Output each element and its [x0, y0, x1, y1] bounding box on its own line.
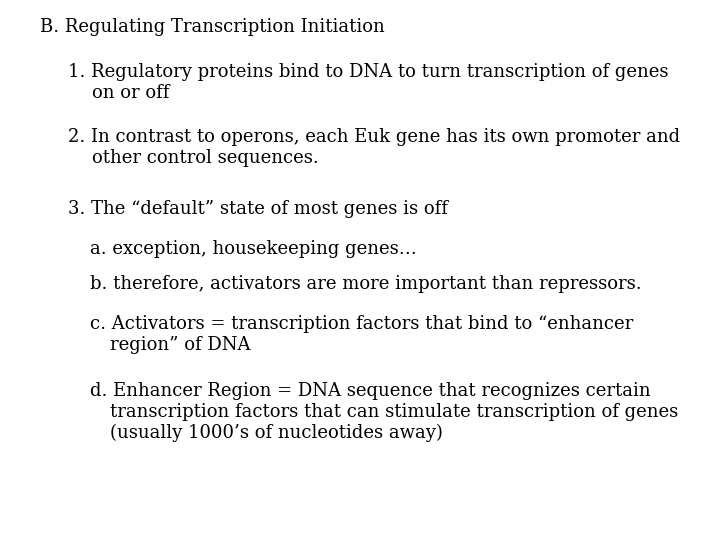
- Text: on or off: on or off: [92, 84, 169, 102]
- Text: c. Activators = transcription factors that bind to “enhancer: c. Activators = transcription factors th…: [90, 315, 634, 333]
- Text: (usually 1000’s of nucleotides away): (usually 1000’s of nucleotides away): [110, 424, 443, 442]
- Text: region” of DNA: region” of DNA: [110, 336, 251, 354]
- Text: b. therefore, activators are more important than repressors.: b. therefore, activators are more import…: [90, 275, 642, 293]
- Text: d. Enhancer Region = DNA sequence that recognizes certain: d. Enhancer Region = DNA sequence that r…: [90, 382, 651, 400]
- Text: 2. In contrast to operons, each Euk gene has its own promoter and: 2. In contrast to operons, each Euk gene…: [68, 128, 680, 146]
- Text: transcription factors that can stimulate transcription of genes: transcription factors that can stimulate…: [110, 403, 678, 421]
- Text: a. exception, housekeeping genes…: a. exception, housekeeping genes…: [90, 240, 417, 258]
- Text: B. Regulating Transcription Initiation: B. Regulating Transcription Initiation: [40, 18, 384, 36]
- Text: other control sequences.: other control sequences.: [92, 149, 319, 167]
- Text: 1. Regulatory proteins bind to DNA to turn transcription of genes: 1. Regulatory proteins bind to DNA to tu…: [68, 63, 668, 81]
- Text: 3. The “default” state of most genes is off: 3. The “default” state of most genes is …: [68, 200, 448, 218]
